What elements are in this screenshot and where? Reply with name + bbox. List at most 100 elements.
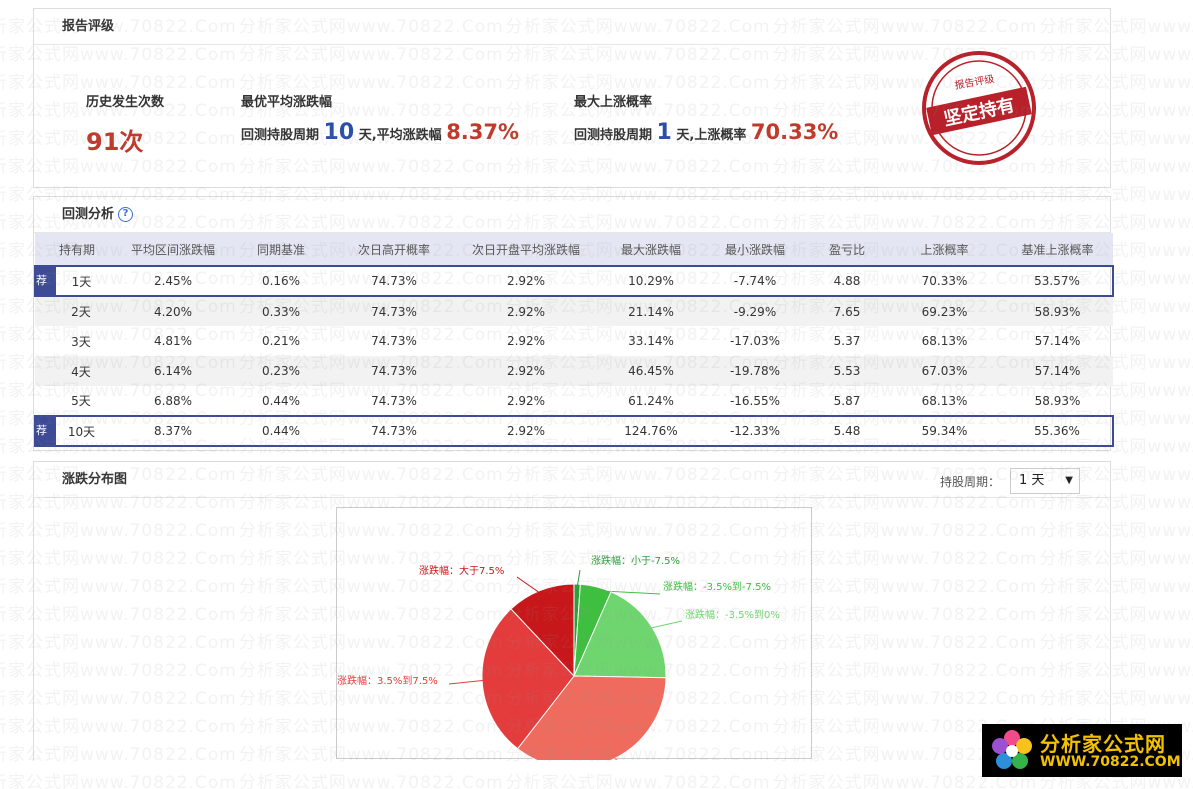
hold-period-text: 5天 [71,394,91,408]
table-row: 3天 4.81% 0.21% 74.73% 2.92% 33.14% -17.03% 5.37… [35,326,1113,356]
rating-title: 报告评级 [34,9,1110,45]
cell-benchmark: 0.16% [227,265,335,297]
cell-avg-change: 6.88% [153,393,193,408]
recommend-badge: 荐 [36,267,56,295]
header-profit-loss-ratio: 盈亏比 [807,233,887,266]
watermark-text: 分析家公式网www.70822.Com [505,773,771,789]
pie-chart-box: 涨跌幅：小于-7.5% 涨跌幅：-3.5%到-7.5% 涨跌幅：-3.5%到0% 涨跌… [336,507,812,778]
pie-slice[interactable] [573,591,667,679]
hold-period-text: 10天 [67,424,96,439]
cell-up-prob: 69.23% [887,296,1002,326]
best-avg-prefix: 回测持股周期 [241,128,320,143]
hold-period-text: 2天 [71,305,91,319]
watermark-text: 分析家公式网www.70822.Com [0,773,237,789]
max-up-value: 70.33% [750,120,839,144]
max-up-label: 最大上涨概率 [574,95,653,110]
cell-next-open-high-prob: 74.73% [335,356,453,386]
pie-chart: 涨跌幅：小于-7.5% 涨跌幅：-3.5%到-7.5% 涨跌幅：-3.5%到0% 涨跌… [337,554,780,778]
stamp-top-text: 报告评级 [954,72,996,92]
best-avg-days: 10 [323,120,355,145]
best-avg-label: 最优平均涨跌幅 [241,95,333,110]
cell-next-open-avg: 2.92% [453,296,599,326]
cell-next-open-high-prob: 74.73% [371,393,417,408]
header-up-prob: 上涨概率 [887,233,1002,266]
pie-leader-line [648,620,683,630]
header-benchmark: 同期基准 [227,233,335,266]
cell-benchmark: 0.44% [261,393,301,408]
distribution-panel: 涨跌分布图 持股周期： 1 天 ▼ 涨跌幅：小于-7.5% 涨跌幅：-3.5%到-… [33,461,1111,778]
cell-max-change: 33.14% [628,334,674,348]
table-row: 荐 10天 8.37% 0.44% 74.73% 2.92% 124.76% -12.33% 5… [34,415,1114,447]
table-row: 5天 6.88% 0.44% 74.73% 2.92% 61.24% -16.55% 5.87… [35,386,1113,416]
pie-leader-line [448,679,487,685]
cell-min-change: -12.33% [703,415,807,447]
cell-hold-period: 4天 [35,356,119,386]
period-label: 持股周期： [939,474,1000,489]
header-max-change: 最大涨跌幅 [599,233,703,266]
occurrences-stat: 历史发生次数 91次 [86,91,164,157]
cell-next-open-avg: 2.92% [453,356,599,386]
cell-up-prob: 67.03% [887,356,1002,386]
cell-profit-loss-ratio: 5.48 [807,415,887,447]
backtest-table: 持有期 平均区间涨跌幅 同期基准 次日高开概率 次日开盘平均涨跌幅 最大涨跌幅 … [34,233,1114,447]
cell-hold-period: 3天 [35,326,119,356]
question-circle-icon[interactable]: ? [118,207,134,222]
table-row: 2天 4.20% 0.33% 74.73% 2.92% 21.14% -9.29% 7.65 6… [35,296,1113,326]
max-up-mid: 天,上涨概率 [676,128,747,143]
cell-benchmark-up-prob: 58.93% [1034,393,1081,408]
cell-benchmark: 0.44% [227,415,335,447]
max-up-prefix: 回测持股周期 [574,128,653,143]
hold-period-text: 3天 [71,334,91,349]
pie-leader-line [576,569,581,589]
cell-min-change: -19.78% [703,356,807,386]
cell-max-change: 21.14% [599,296,703,326]
cell-profit-loss-ratio: 5.37 [833,334,861,348]
cell-benchmark-up-prob: 58.93% [1002,296,1113,326]
cell-next-open-avg: 2.92% [453,265,599,297]
flower-logo-icon [992,730,1032,769]
cell-up-prob: 70.33% [887,265,1002,297]
pie-slice[interactable] [510,583,575,678]
best-avg-value: 8.37% [446,120,520,144]
cell-benchmark: 0.21% [261,334,301,348]
cell-up-prob: 68.13% [921,334,968,348]
header-benchmark-up-prob: 基准上涨概率 [1002,233,1113,266]
cell-next-open-avg: 2.92% [506,334,546,348]
cell-avg-change: 8.37% [119,415,227,447]
table-row: 4天 6.14% 0.23% 74.73% 2.92% 46.45% -19.78% 5.53… [35,356,1113,386]
max-up-stat: 最大上涨概率 回测持股周期 1 天,上涨概率 70.33% [574,91,838,145]
pie-slice-label: 涨跌幅：小于-7.5% [591,554,680,567]
hold-period-text: 4天 [71,364,91,379]
cell-avg-change: 6.14% [119,356,227,386]
best-avg-line: 回测持股周期 10 天,平均涨跌幅 8.37% [241,120,519,145]
header-next-open-avg: 次日开盘平均涨跌幅 [453,233,599,266]
occurrences-value: 91次 [86,128,144,156]
cell-next-open-high-prob: 74.73% [335,296,453,326]
cell-profit-loss-ratio: 4.88 [807,265,887,297]
cell-benchmark: 0.33% [227,296,335,326]
site-logo: 分析家公式网 WWW.70822.COM [982,724,1182,777]
best-avg-stat: 最优平均涨跌幅 回测持股周期 10 天,平均涨跌幅 8.37% [241,91,519,145]
pie-leader-line [516,576,542,595]
hold-period-text: 1天 [71,274,92,289]
cell-profit-loss-ratio: 5.53 [807,356,887,386]
cell-profit-loss-ratio: 7.65 [807,296,887,326]
header-hold-period: 持有期 [35,233,119,266]
recommend-badge: 荐 [36,417,56,445]
cell-avg-change: 4.81% [153,334,193,348]
logo-url: WWW.70822.COM [1040,754,1181,770]
period-select[interactable]: 1 天 ▼ [1010,468,1080,494]
cell-max-change: 10.29% [599,265,703,297]
pie-slice-label: 涨跌幅：-3.5%到-7.5% [663,580,771,593]
max-up-line: 回测持股周期 1 天,上涨概率 70.33% [574,120,838,145]
logo-name: 分析家公式网 [1040,732,1166,756]
chevron-down-icon: ▼ [1065,475,1073,486]
cell-max-change: 61.24% [628,393,674,408]
period-control: 持股周期： 1 天 ▼ [940,468,1080,494]
backtest-panel: 回测分析? 持有期 平均区间涨跌幅 同期基准 次日高开概率 次日开盘平均涨跌幅 … [33,196,1114,451]
cell-hold-period: 荐 1天 [34,265,119,297]
watermark-text: 分析家公式网www.70822.Com [238,773,504,789]
occurrences-label: 历史发生次数 [86,95,165,110]
cell-next-open-high-prob: 74.73% [335,415,453,447]
cell-benchmark-up-prob: 53.57% [1002,265,1114,297]
